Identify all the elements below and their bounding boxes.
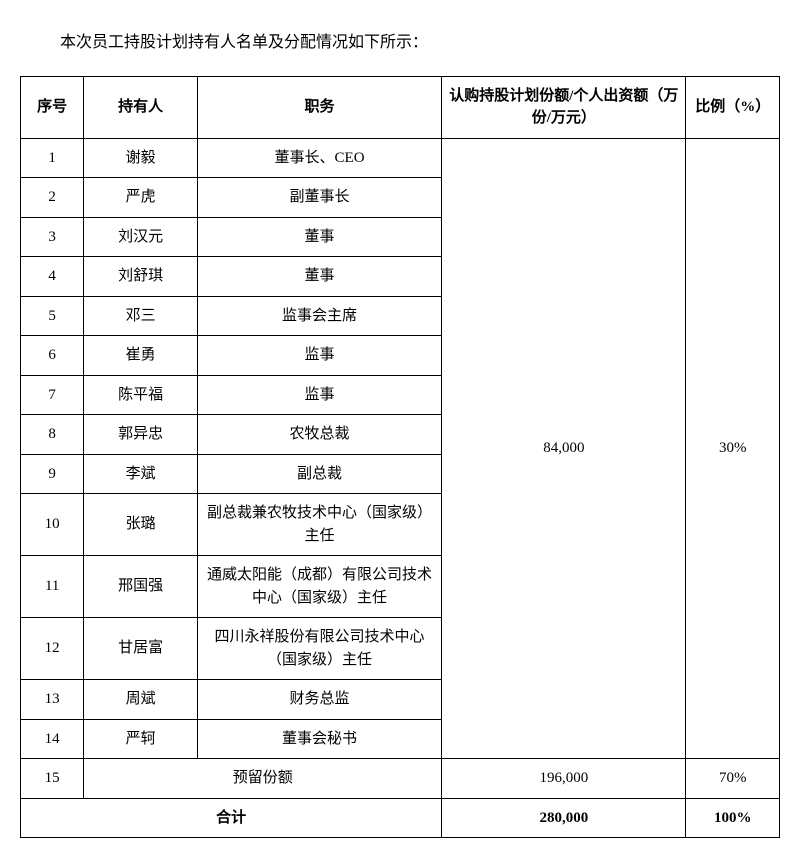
header-amount: 认购持股计划份额/个人出资额（万份/万元） (442, 76, 686, 138)
cell-position: 通威太阳能（成都）有限公司技术中心（国家级）主任 (197, 556, 441, 618)
cell-position: 董事 (197, 217, 441, 257)
cell-holder: 李斌 (84, 454, 198, 494)
cell-holder: 崔勇 (84, 336, 198, 376)
cell-seq: 14 (21, 719, 84, 759)
cell-position: 副总裁兼农牧技术中心（国家级）主任 (197, 494, 441, 556)
cell-seq: 11 (21, 556, 84, 618)
table-row: 1谢毅董事长、CEO84,00030% (21, 138, 780, 178)
cell-holder: 严虎 (84, 178, 198, 218)
cell-holder: 周斌 (84, 680, 198, 720)
cell-holder: 刘舒琪 (84, 257, 198, 297)
header-ratio: 比例（%） (686, 76, 780, 138)
cell-position: 财务总监 (197, 680, 441, 720)
cell-position: 副总裁 (197, 454, 441, 494)
header-seq: 序号 (21, 76, 84, 138)
cell-group-amount: 84,000 (442, 138, 686, 759)
table-body: 1谢毅董事长、CEO84,00030%2严虎副董事长3刘汉元董事4刘舒琪董事5邓… (21, 138, 780, 838)
cell-seq: 10 (21, 494, 84, 556)
cell-seq: 5 (21, 296, 84, 336)
cell-seq: 12 (21, 618, 84, 680)
cell-holder: 甘居富 (84, 618, 198, 680)
cell-seq: 7 (21, 375, 84, 415)
cell-position: 董事长、CEO (197, 138, 441, 178)
cell-total-amount: 280,000 (442, 798, 686, 838)
cell-seq: 6 (21, 336, 84, 376)
cell-seq: 15 (21, 759, 84, 799)
cell-seq: 4 (21, 257, 84, 297)
cell-seq: 1 (21, 138, 84, 178)
cell-holder: 陈平福 (84, 375, 198, 415)
cell-position: 董事 (197, 257, 441, 297)
cell-holder: 严轲 (84, 719, 198, 759)
cell-reserved-amount: 196,000 (442, 759, 686, 799)
intro-text: 本次员工持股计划持有人名单及分配情况如下所示： (60, 30, 780, 56)
cell-position: 农牧总裁 (197, 415, 441, 455)
cell-total-label: 合计 (21, 798, 442, 838)
cell-seq: 13 (21, 680, 84, 720)
cell-holder: 郭异忠 (84, 415, 198, 455)
header-holder: 持有人 (84, 76, 198, 138)
cell-holder: 邢国强 (84, 556, 198, 618)
cell-holder: 谢毅 (84, 138, 198, 178)
cell-position: 监事 (197, 336, 441, 376)
reserved-row: 15预留份额196,00070% (21, 759, 780, 799)
cell-position: 董事会秘书 (197, 719, 441, 759)
cell-holder: 邓三 (84, 296, 198, 336)
cell-position: 四川永祥股份有限公司技术中心（国家级）主任 (197, 618, 441, 680)
cell-holder: 刘汉元 (84, 217, 198, 257)
cell-seq: 8 (21, 415, 84, 455)
table-header-row: 序号 持有人 职务 认购持股计划份额/个人出资额（万份/万元） 比例（%） (21, 76, 780, 138)
cell-total-ratio: 100% (686, 798, 780, 838)
cell-seq: 2 (21, 178, 84, 218)
cell-seq: 9 (21, 454, 84, 494)
total-row: 合计280,000100% (21, 798, 780, 838)
cell-position: 副董事长 (197, 178, 441, 218)
cell-group-ratio: 30% (686, 138, 780, 759)
header-position: 职务 (197, 76, 441, 138)
cell-reserved-label: 预留份额 (84, 759, 442, 799)
cell-holder: 张璐 (84, 494, 198, 556)
cell-position: 监事会主席 (197, 296, 441, 336)
allocation-table: 序号 持有人 职务 认购持股计划份额/个人出资额（万份/万元） 比例（%） 1谢… (20, 76, 780, 839)
cell-seq: 3 (21, 217, 84, 257)
cell-reserved-ratio: 70% (686, 759, 780, 799)
cell-position: 监事 (197, 375, 441, 415)
